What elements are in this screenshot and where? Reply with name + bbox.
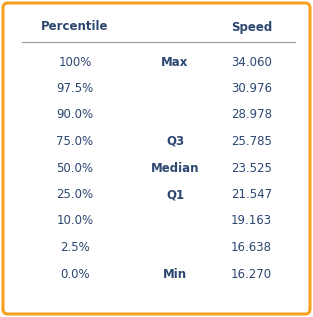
Text: Min: Min (163, 268, 187, 281)
Text: Percentile: Percentile (41, 21, 109, 34)
Text: 2.5%: 2.5% (60, 241, 90, 254)
Text: Median: Median (151, 161, 199, 174)
Text: 0.0%: 0.0% (60, 268, 90, 281)
Text: 21.547: 21.547 (231, 188, 272, 201)
Text: 16.638: 16.638 (231, 241, 272, 254)
Text: 50.0%: 50.0% (57, 161, 94, 174)
Text: 25.785: 25.785 (231, 135, 272, 148)
Text: 30.976: 30.976 (231, 82, 272, 95)
Text: 28.978: 28.978 (231, 108, 272, 121)
Text: 10.0%: 10.0% (56, 215, 94, 228)
Text: 25.0%: 25.0% (56, 188, 94, 201)
Text: 100%: 100% (58, 55, 92, 68)
FancyBboxPatch shape (3, 3, 310, 314)
Text: 90.0%: 90.0% (56, 108, 94, 121)
Text: 23.525: 23.525 (231, 161, 272, 174)
Text: Q1: Q1 (166, 188, 184, 201)
Text: 97.5%: 97.5% (56, 82, 94, 95)
Text: Q3: Q3 (166, 135, 184, 148)
Text: 19.163: 19.163 (231, 215, 272, 228)
Text: Speed: Speed (231, 21, 272, 34)
Text: Max: Max (161, 55, 189, 68)
Text: 16.270: 16.270 (231, 268, 272, 281)
Text: 34.060: 34.060 (231, 55, 272, 68)
Text: 75.0%: 75.0% (56, 135, 94, 148)
